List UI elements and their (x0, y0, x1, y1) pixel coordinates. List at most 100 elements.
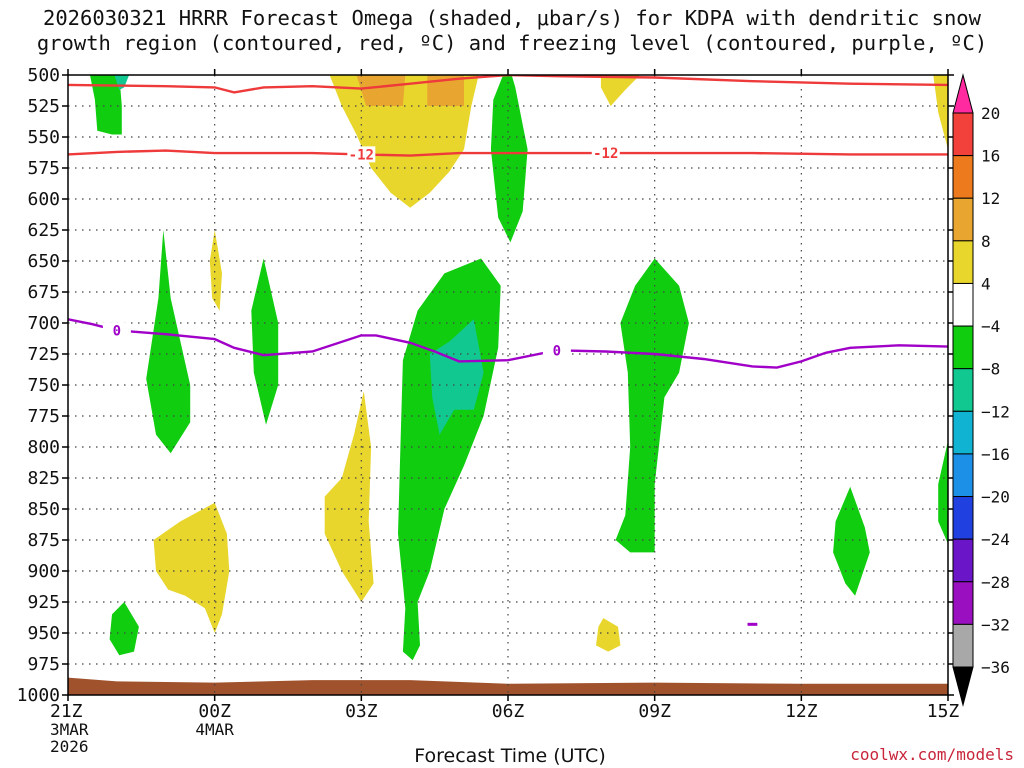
x-tick-label-03Z: 03Z (345, 701, 378, 722)
y-tick-label-875: 875 (27, 530, 60, 551)
y-tick-label-550: 550 (27, 127, 60, 148)
freezing-level-label-2-bg (542, 342, 571, 359)
colorbar-label-2: 12 (981, 189, 1000, 208)
colorbar-swatch-10 (952, 496, 974, 540)
omega-shading-layer (90, 75, 948, 661)
colorbar-bottom-triangle (952, 666, 974, 707)
omega-region-orange-center-right (427, 75, 464, 106)
y-tick-label-500: 500 (27, 65, 60, 86)
omega-region-yellow-top-right (933, 75, 948, 150)
dgz-contour-label-1: -12 (349, 147, 374, 163)
dgz-contour-1 (68, 75, 948, 94)
freezing-level-contour (68, 318, 948, 369)
y-tick-label-1000: 1000 (17, 685, 60, 706)
y-tick-label-575: 575 (27, 158, 60, 179)
omega-region-green-center-tall (490, 75, 528, 243)
colorbar-swatch-1 (952, 112, 974, 157)
colorbar-label-10: −24 (981, 530, 1010, 549)
y-tick-label-925: 925 (27, 592, 60, 613)
colorbar-label-4: 4 (981, 274, 991, 293)
y-tick-label-600: 600 (27, 189, 60, 210)
colorbar-swatch-4 (952, 240, 974, 284)
colorbar-swatch-6 (952, 325, 974, 370)
y-tick-label-800: 800 (27, 437, 60, 458)
colorbar-label-8: −16 (981, 445, 1010, 464)
colorbar-label-6: −8 (981, 360, 1000, 379)
colorbar-swatch-7 (952, 368, 974, 412)
omega-region-teal-04z (429, 319, 484, 435)
omega-region-yellow-03z-lower (324, 391, 374, 602)
omega-region-green-2130z-lower (109, 602, 139, 656)
dgz-contour-label-2: -12 (593, 146, 618, 162)
y-tick-label-975: 975 (27, 654, 60, 675)
omega-region-yellow-small-00z (209, 230, 222, 311)
axes-layer: 500 525 550 575 600 625 650 675 700 725 750 775 800 8… (17, 65, 960, 756)
colorbar-swatch-8 (952, 410, 974, 455)
terrain-layer (68, 677, 948, 695)
contour-layer: -12 -12 0 0 (68, 75, 948, 626)
y-tick-label-825: 825 (27, 468, 60, 489)
omega-region-green-13z (833, 486, 870, 596)
y-tick-label-525: 525 (27, 96, 60, 117)
omega-region-green-01z (251, 258, 279, 425)
y-tick-label-675: 675 (27, 282, 60, 303)
x-tick-date-00Z: 4MAR (195, 720, 234, 739)
dgz-contour-2 (68, 149, 948, 157)
omega-region-green-22z (146, 230, 191, 454)
x-axis-label: Forecast Time (UTC) (414, 745, 606, 767)
x-tick-label-21Z: 21Z (50, 701, 83, 722)
y-tick-label-775: 775 (27, 406, 60, 427)
freezing-level-label-1: 0 (113, 323, 121, 339)
freezing-level-label-2: 0 (553, 343, 561, 359)
colorbar-label-3: 8 (981, 232, 991, 251)
omega-region-yellow-top-8z (600, 75, 640, 106)
omega-region-green-right-edge (938, 440, 948, 544)
x-tick-label-12Z: 12Z (785, 701, 818, 722)
y-tick-label-950: 950 (27, 623, 60, 644)
omega-region-yellow-2230z-lower (153, 502, 230, 633)
colorbar-label-0: 20 (981, 104, 1000, 123)
freezing-level-label-1-bg (102, 322, 131, 339)
x-tick-label-15Z: 15Z (927, 701, 960, 722)
colorbar-swatch-12 (952, 581, 974, 625)
omega-region-green-09z (615, 258, 689, 553)
omega-region-yellow-upper-center (329, 75, 479, 208)
colorbar-label-13: −36 (981, 658, 1010, 677)
colorbar-swatch-11 (952, 538, 974, 583)
omega-region-yellow-08z-small (596, 618, 621, 652)
y-tick-label-850: 850 (27, 499, 60, 520)
y-tick-label-625: 625 (27, 220, 60, 241)
colorbar-label-12: −32 (981, 615, 1010, 634)
colorbar-label-7: −12 (981, 402, 1010, 421)
chart-title-line-1: 2026030321 HRRR Forecast Omega (shaded, … (43, 6, 981, 30)
colorbar: 20 16 12 8 4 −4 −8 −12 −16 −20 −24 −28 −32 −36 (952, 73, 1010, 707)
y-tick-label-900: 900 (27, 561, 60, 582)
x-tick-label-00Z: 00Z (198, 701, 231, 722)
colorbar-swatch-13 (952, 623, 974, 668)
x-tick-year-21Z: 2026 (50, 737, 89, 756)
x-tick-date-21Z: 3MAR (50, 720, 89, 739)
colorbar-swatch-9 (952, 453, 974, 498)
chart-title: 2026030321 HRRR Forecast Omega (shaded, … (0, 6, 1024, 56)
y-tick-label-750: 750 (27, 375, 60, 396)
site-credit: coolwx.com/models (850, 745, 1014, 764)
x-tick-label-06Z: 06Z (492, 701, 525, 722)
y-tick-label-700: 700 (27, 313, 60, 334)
colorbar-top-triangle (952, 73, 974, 114)
dgz-contour-label-1-bg (347, 146, 376, 163)
colorbar-swatch-5 (952, 282, 974, 327)
y-tick-label-725: 725 (27, 344, 60, 365)
terrain-fill (68, 677, 948, 695)
omega-region-orange-center-left (356, 75, 406, 106)
x-tick-label-09Z: 09Z (638, 701, 671, 722)
colorbar-label-5: −4 (981, 317, 1000, 336)
colorbar-label-11: −28 (981, 573, 1010, 592)
y-tick-label-650: 650 (27, 251, 60, 272)
colorbar-label-1: 16 (981, 147, 1000, 166)
omega-region-green-top-left (90, 75, 122, 135)
colorbar-swatch-2 (952, 155, 974, 199)
chart-title-line-2: growth region (contoured, red, ºC) and f… (36, 31, 988, 55)
colorbar-swatch-3 (952, 197, 974, 242)
colorbar-label-9: −20 (981, 488, 1010, 507)
